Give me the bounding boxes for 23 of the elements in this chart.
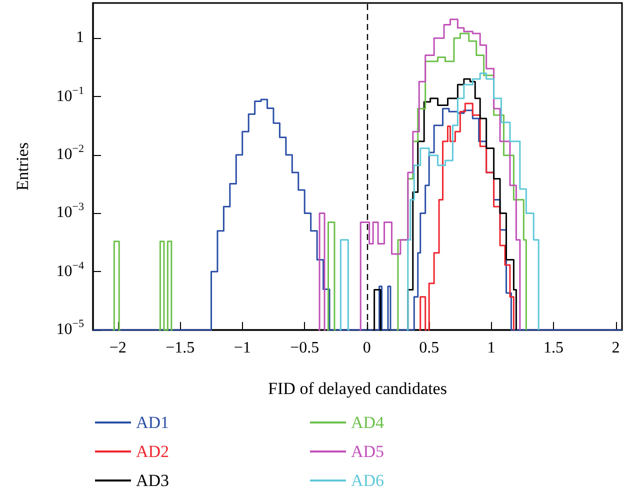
legend-label: AD2: [136, 442, 170, 461]
x-tick-label: −0.5: [290, 340, 320, 356]
x-tick-label: −1.5: [166, 340, 195, 356]
y-tick-label: 10$^{−5}$: [56, 318, 84, 340]
x-tick-label: 1.5: [544, 340, 564, 356]
legend-label: AD5: [351, 442, 384, 461]
y-tick-label: 10$^{−1}$: [56, 84, 84, 106]
x-tick-label: 0.5: [419, 340, 440, 356]
x-tick-label: 2: [612, 340, 620, 356]
x-axis-title: FID of delayed candidates: [268, 379, 447, 398]
x-tick-label: −1: [234, 340, 251, 356]
legend-label: AD3: [136, 471, 170, 490]
y-axis-title: Entries: [13, 142, 32, 191]
legend-label: AD4: [351, 413, 385, 432]
y-tick-label: 10$^{−3}$: [56, 201, 84, 224]
legend-label: AD1: [136, 413, 170, 432]
legend-label: AD6: [351, 471, 384, 490]
y-tick-label: 1: [76, 28, 84, 48]
y-tick-label: 10$^{−4}$: [56, 260, 84, 282]
x-tick-label: −2: [109, 340, 126, 356]
x-tick-label: 0: [362, 340, 371, 356]
y-tick-label: 10$^{−2}$: [56, 142, 84, 165]
x-tick-label: 1: [487, 340, 496, 356]
